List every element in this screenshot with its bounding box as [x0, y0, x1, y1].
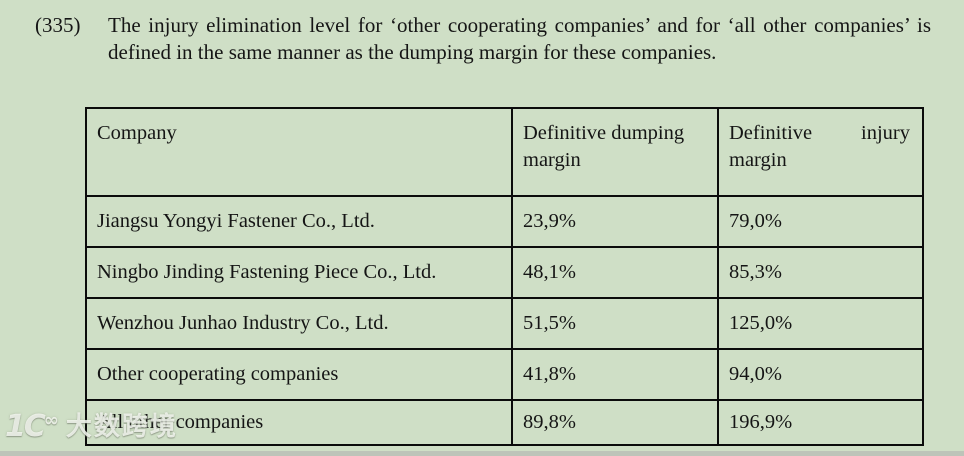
company-cell: Ningbo Jinding Fastening Piece Co., Ltd.	[85, 246, 513, 299]
header-cell-dumping-margin: Definitive dumping margin	[511, 107, 719, 197]
injury-margin-cell: 196,9%	[717, 399, 924, 446]
dumping-margin-cell: 41,8%	[511, 348, 719, 401]
dumping-margin-cell: 48,1%	[511, 246, 719, 299]
table-header-row: Company Definitive dumping margin Defini…	[85, 107, 924, 197]
header-cell-company: Company	[85, 107, 513, 197]
paragraph-number: (335)	[35, 13, 81, 37]
scan-edge-strip	[0, 451, 964, 456]
dumping-margin-cell: 23,9%	[511, 195, 719, 248]
table-row: Other cooperating companies 41,8% 94,0%	[85, 348, 924, 401]
injury-margin-cell: 85,3%	[717, 246, 924, 299]
margins-table: Company Definitive dumping margin Defini…	[85, 107, 924, 446]
brand-logo-icon: 1C∞	[5, 409, 59, 444]
injury-margin-cell: 94,0%	[717, 348, 924, 401]
paragraph-text: The injury elimination level for ‘other …	[108, 13, 931, 64]
company-cell: Jiangsu Yongyi Fastener Co., Ltd.	[85, 195, 513, 248]
header-cell-injury-margin: Definitive injury margin	[717, 107, 924, 197]
injury-margin-cell: 79,0%	[717, 195, 924, 248]
company-cell: All other companies	[85, 399, 513, 446]
dumping-margin-cell: 89,8%	[511, 399, 719, 446]
table-row: All other companies 89,8% 196,9%	[85, 399, 924, 446]
injury-margin-cell: 125,0%	[717, 297, 924, 350]
company-cell: Wenzhou Junhao Industry Co., Ltd.	[85, 297, 513, 350]
table-row: Ningbo Jinding Fastening Piece Co., Ltd.…	[85, 246, 924, 299]
table-row: Wenzhou Junhao Industry Co., Ltd. 51,5% …	[85, 297, 924, 350]
paragraph-335: (335) The injury elimination level for ‘…	[35, 12, 931, 66]
table-row: Jiangsu Yongyi Fastener Co., Ltd. 23,9% …	[85, 195, 924, 248]
company-cell: Other cooperating companies	[85, 348, 513, 401]
dumping-margin-cell: 51,5%	[511, 297, 719, 350]
